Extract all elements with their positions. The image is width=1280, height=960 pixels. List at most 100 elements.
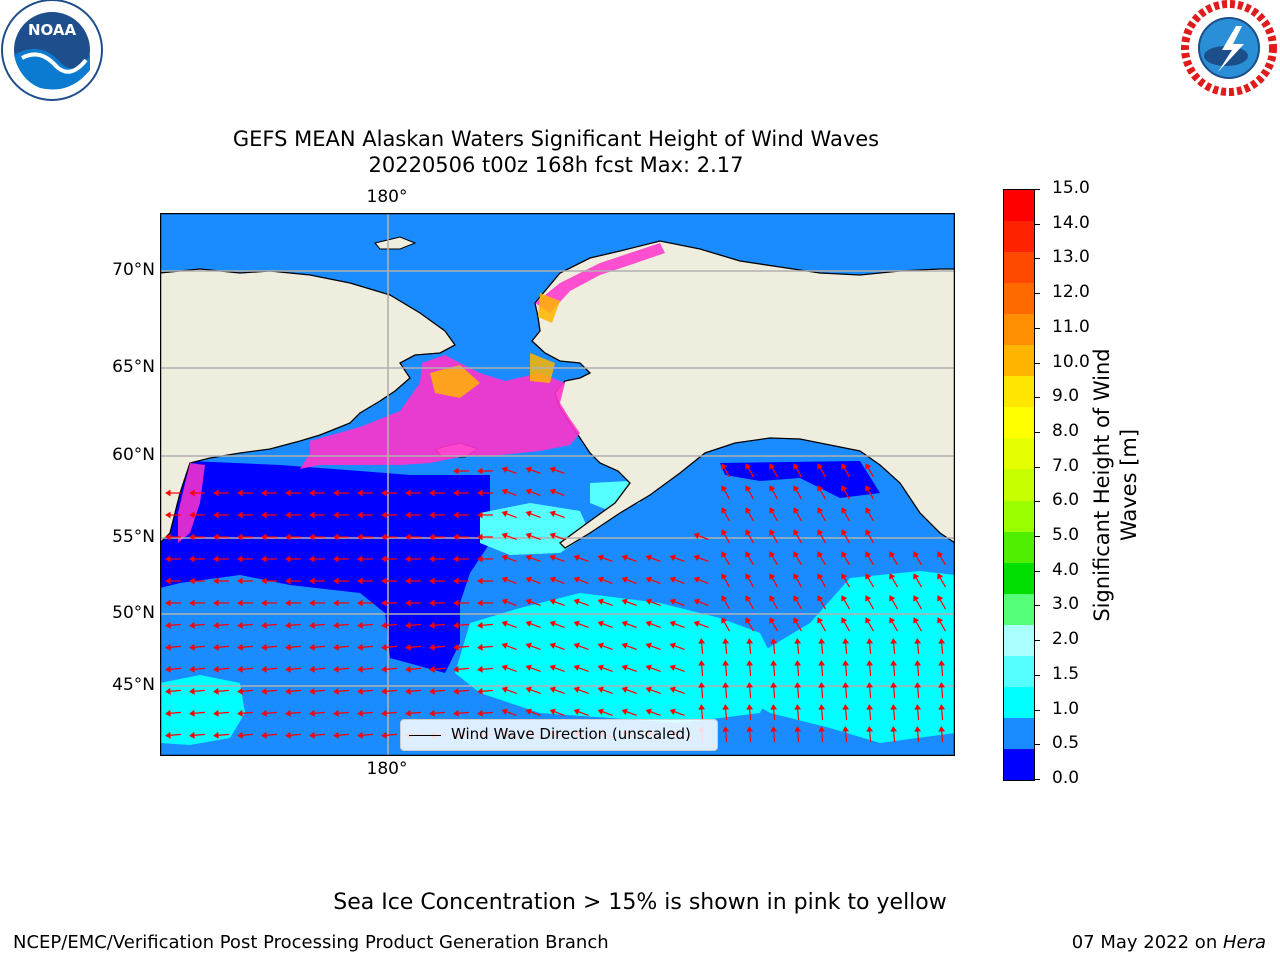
wind-wave-arrow bbox=[746, 704, 754, 721]
wind-wave-arrow bbox=[745, 485, 755, 500]
wind-wave-arrow bbox=[746, 660, 754, 677]
wind-wave-arrow bbox=[405, 533, 421, 541]
cyan-zone-sw bbox=[160, 675, 245, 745]
wind-wave-arrow bbox=[333, 709, 350, 717]
wind-wave-arrow bbox=[621, 576, 637, 584]
colorbar-tick-mark bbox=[1034, 779, 1040, 780]
wind-wave-arrow bbox=[525, 620, 541, 628]
wind-wave-arrow bbox=[501, 488, 517, 496]
wind-wave-arrow bbox=[549, 554, 565, 562]
colorbar-tick-label: 7.0 bbox=[1052, 455, 1080, 476]
colorbar-tick-label: 11.0 bbox=[1052, 316, 1090, 337]
nws-logo bbox=[1181, 0, 1277, 96]
wind-wave-arrow bbox=[189, 731, 206, 739]
lat-label-60n: 60°N bbox=[112, 445, 155, 465]
wind-wave-arrow bbox=[189, 577, 205, 585]
wind-wave-arrow bbox=[453, 577, 469, 585]
wind-wave-arrow bbox=[745, 507, 755, 522]
wind-wave-arrow bbox=[285, 621, 302, 629]
wind-wave-arrow bbox=[549, 510, 565, 518]
wind-wave-arrow bbox=[621, 554, 637, 562]
colorbar-segment bbox=[1004, 221, 1034, 253]
wind-wave-arrow bbox=[841, 507, 851, 522]
wind-wave-arrow bbox=[841, 485, 851, 500]
wind-wave-arrow bbox=[237, 731, 254, 739]
wind-wave-arrow bbox=[645, 664, 661, 672]
sea-ice-note: Sea Ice Concentration > 15% is shown in … bbox=[333, 890, 947, 915]
wind-wave-arrow bbox=[549, 488, 565, 496]
wind-wave-arrow bbox=[745, 529, 755, 544]
wind-wave-arrow bbox=[189, 555, 205, 563]
wind-wave-arrow bbox=[865, 463, 875, 478]
wind-wave-arrow bbox=[477, 665, 494, 673]
wind-wave-arrow bbox=[381, 643, 398, 651]
wind-wave-arrow bbox=[841, 595, 851, 610]
wind-wave-arrow bbox=[793, 551, 803, 566]
wind-wave-arrow bbox=[669, 686, 685, 694]
wind-wave-arrow bbox=[381, 577, 397, 585]
wind-wave-arrow bbox=[549, 642, 565, 650]
wind-wave-arrow bbox=[165, 643, 182, 651]
wind-wave-arrow bbox=[693, 532, 709, 540]
wind-wave-arrow bbox=[721, 529, 731, 544]
colorbar-tick-label: 9.0 bbox=[1052, 386, 1080, 407]
wind-wave-arrow bbox=[261, 709, 278, 717]
colorbar-tick-mark bbox=[1034, 258, 1040, 260]
wind-wave-arrow bbox=[333, 489, 349, 497]
wind-wave-arrow bbox=[381, 665, 398, 673]
wind-wave-arrow bbox=[189, 687, 206, 695]
wind-wave-arrow bbox=[745, 463, 755, 478]
alaska-wave-map bbox=[160, 213, 955, 756]
wind-wave-arrow bbox=[213, 687, 230, 695]
wind-wave-arrow bbox=[698, 638, 706, 655]
wind-wave-arrow bbox=[261, 665, 278, 673]
wind-wave-arrow bbox=[525, 708, 541, 716]
colorbar-tick-mark bbox=[1034, 327, 1040, 329]
wind-wave-arrow bbox=[165, 599, 181, 607]
colorbar-tick-mark bbox=[1034, 570, 1040, 572]
wind-wave-arrow bbox=[769, 507, 779, 522]
wind-wave-arrow bbox=[914, 682, 922, 699]
wind-wave-arrow bbox=[165, 555, 181, 563]
wind-wave-arrow bbox=[525, 488, 541, 496]
wind-wave-arrow bbox=[769, 551, 779, 566]
svg-text:NOAA: NOAA bbox=[28, 21, 77, 39]
wind-wave-arrow bbox=[549, 576, 565, 584]
wind-wave-arrow bbox=[693, 554, 709, 562]
wind-wave-arrow bbox=[237, 621, 254, 629]
wind-wave-arrow bbox=[842, 660, 850, 677]
wind-wave-arrow bbox=[890, 638, 898, 655]
wind-wave-arrow bbox=[165, 709, 182, 717]
wind-wave-arrow bbox=[937, 573, 947, 588]
wind-wave-arrow bbox=[189, 599, 205, 607]
wind-wave-arrow bbox=[913, 551, 923, 566]
wind-wave-arrow bbox=[914, 704, 922, 721]
wind-wave-arrow bbox=[938, 682, 946, 699]
colorbar-tick-label: 15.0 bbox=[1052, 178, 1090, 198]
wind-wave-arrow bbox=[501, 598, 517, 606]
wind-wave-arrow bbox=[769, 463, 779, 478]
wind-wave-arrow bbox=[165, 665, 182, 673]
legend-line-swatch bbox=[409, 735, 441, 736]
wind-wave-arrow bbox=[793, 507, 803, 522]
wind-wave-arrow bbox=[937, 595, 947, 610]
wind-wave-arrow bbox=[453, 643, 470, 651]
wind-wave-arrow bbox=[405, 599, 421, 607]
wind-wave-arrow bbox=[405, 489, 421, 497]
wind-wave-arrow bbox=[818, 682, 826, 699]
wind-wave-arrow bbox=[793, 595, 803, 610]
wind-wave-arrow bbox=[793, 617, 803, 632]
wind-wave-arrow bbox=[501, 664, 517, 672]
colorbar-segment bbox=[1004, 717, 1034, 750]
wind-wave-arrow bbox=[841, 529, 851, 544]
wind-wave-arrow bbox=[285, 599, 301, 607]
colorbar-segment bbox=[1004, 190, 1034, 222]
wind-wave-arrow bbox=[721, 463, 731, 478]
wind-wave-arrow bbox=[669, 576, 685, 584]
wind-wave-arrow bbox=[189, 489, 205, 497]
legend-label: Wind Wave Direction (unscaled) bbox=[451, 725, 691, 743]
wind-wave-arrow bbox=[817, 573, 827, 588]
wind-wave-arrow bbox=[429, 665, 446, 673]
wind-wave-arrow bbox=[501, 708, 517, 716]
wind-wave-arrow bbox=[573, 620, 589, 628]
